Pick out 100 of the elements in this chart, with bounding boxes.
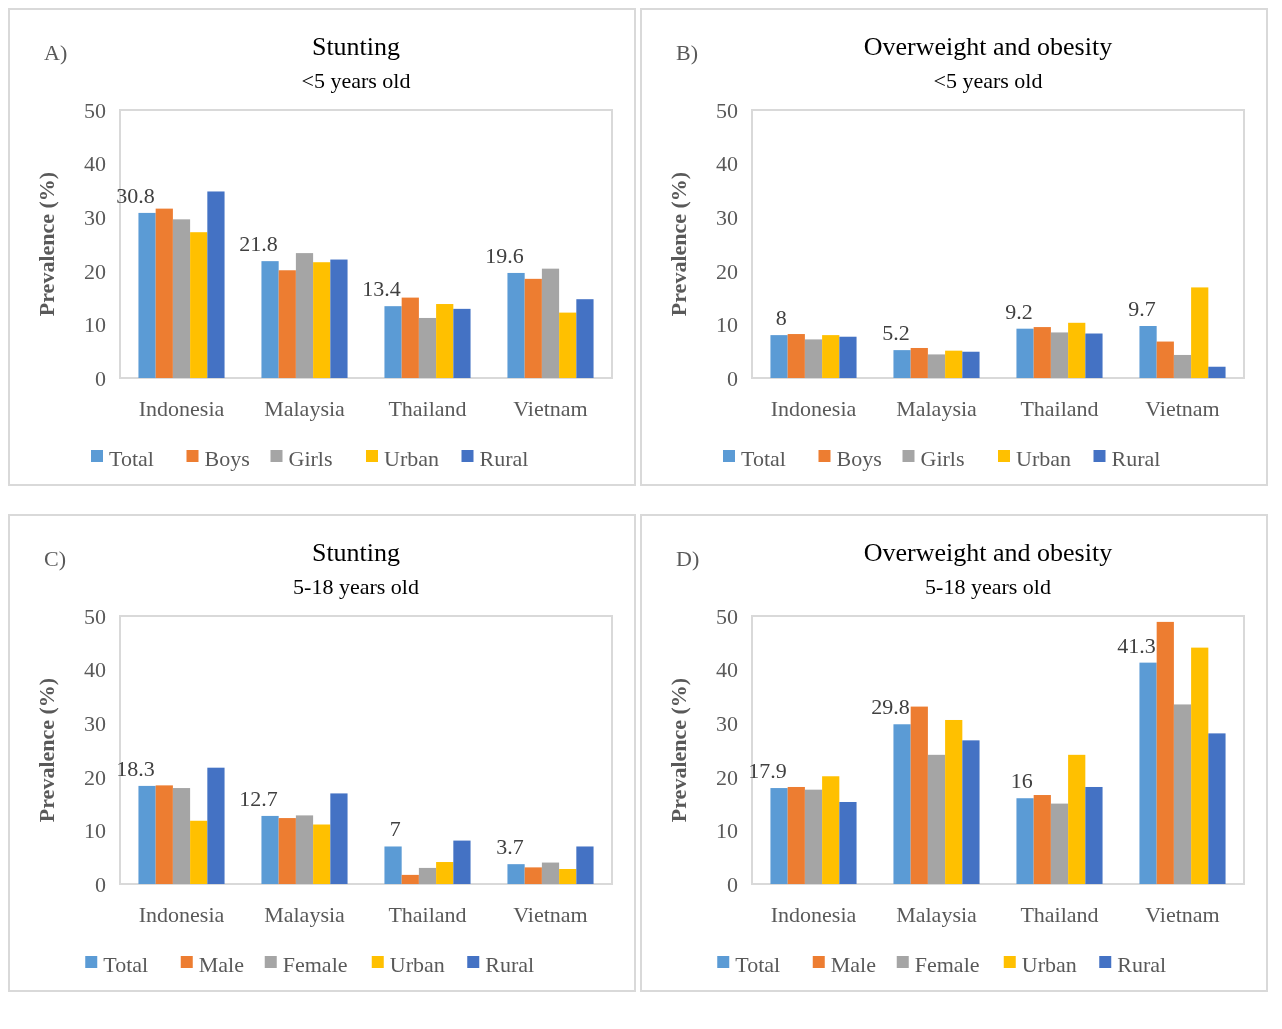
- x-tick-label: Malaysia: [896, 396, 978, 421]
- data-label: 7: [389, 816, 401, 842]
- bar: [138, 212, 156, 378]
- text: B): [676, 40, 698, 65]
- bar: [172, 219, 191, 378]
- y-axis-title: Prevalence (%): [666, 677, 691, 823]
- bar: [207, 767, 225, 884]
- legend-label: Male: [830, 951, 876, 977]
- x-tick-label: Thailand: [388, 902, 467, 927]
- bar: [839, 336, 857, 378]
- bar: [1050, 803, 1069, 884]
- bar: [313, 824, 331, 884]
- legend-label: Rural: [1111, 445, 1161, 471]
- x-tick-label: Thailand: [1020, 396, 1099, 421]
- legend-label: Urban: [1016, 445, 1071, 471]
- chart-title: Stunting: [311, 538, 401, 567]
- y-tick-label: 0: [727, 365, 738, 391]
- data-label: 13.4: [362, 276, 401, 302]
- x-tick-label: Indonesia: [138, 396, 225, 421]
- chart-subtitle: 5-18 years old: [293, 574, 419, 599]
- bar: [541, 862, 560, 884]
- chart-title: Stunting: [311, 32, 401, 61]
- bar: [1016, 798, 1034, 884]
- bar: [787, 786, 805, 884]
- legend-label: Female: [282, 951, 348, 977]
- data-label: 19.6: [485, 242, 524, 268]
- x-tick-label: Malaysia: [896, 902, 978, 927]
- data-label: 30.8: [116, 182, 155, 208]
- x-tick-label: Malaysia: [264, 396, 346, 421]
- bar: [190, 820, 208, 884]
- bar: [453, 308, 471, 378]
- y-tick-label: 20: [716, 258, 738, 284]
- y-tick-label: 40: [716, 151, 738, 177]
- y-tick-label: 20: [84, 258, 106, 284]
- x-tick-label: Vietnam: [1145, 902, 1220, 927]
- bar: [330, 259, 348, 378]
- bar: [155, 785, 173, 884]
- bar: [384, 846, 402, 884]
- y-tick-label: 20: [716, 764, 738, 790]
- legend-label: Urban: [1021, 951, 1077, 977]
- legend-label: Urban: [384, 445, 439, 471]
- bar: [787, 334, 805, 378]
- bar: [839, 801, 857, 884]
- bar: [295, 253, 314, 378]
- bar: [1139, 662, 1157, 884]
- bar: [330, 793, 348, 884]
- y-tick-label: 30: [716, 710, 738, 736]
- data-label: 41.3: [1117, 632, 1156, 658]
- bar: [927, 354, 946, 378]
- bar: [1191, 287, 1209, 378]
- y-tick-label: 0: [727, 871, 738, 897]
- bar: [1139, 326, 1157, 378]
- data-label: 29.8: [871, 694, 910, 720]
- legend-label: Male: [198, 951, 244, 977]
- bar: [278, 270, 296, 378]
- bar: [436, 862, 454, 884]
- legend-label: Total: [103, 951, 149, 977]
- legend-label: Rural: [479, 445, 529, 471]
- bar: [1085, 786, 1103, 884]
- text: C): [44, 546, 66, 571]
- chart-title: Overweight and obesity: [863, 538, 1113, 567]
- bar: [1173, 704, 1192, 884]
- x-tick-label: Indonesia: [138, 902, 225, 927]
- bar: [1016, 328, 1034, 378]
- bar: [207, 191, 225, 378]
- y-tick-label: 30: [84, 204, 106, 230]
- bar: [524, 867, 542, 884]
- bar: [313, 262, 331, 378]
- legend-label: Total: [735, 951, 781, 977]
- bar: [541, 268, 560, 378]
- bar: [910, 347, 928, 378]
- y-axis-title: Prevalence (%): [666, 171, 691, 317]
- y-tick-label: 50: [84, 603, 106, 629]
- data-label: 12.7: [239, 785, 278, 811]
- y-tick-label: 40: [716, 657, 738, 683]
- bar: [155, 208, 173, 378]
- y-tick-label: 30: [716, 204, 738, 230]
- chart-subtitle: 5-18 years old: [925, 574, 1051, 599]
- bar: [945, 719, 963, 884]
- y-tick-label: 50: [84, 97, 106, 123]
- x-tick-label: Vietnam: [513, 396, 588, 421]
- chart-title: Overweight and obesity: [863, 32, 1113, 61]
- legend-label: Female: [914, 951, 980, 977]
- data-label: 16: [1010, 768, 1033, 794]
- bar: [893, 350, 911, 378]
- legend-label: Boys: [204, 445, 250, 471]
- bar: [401, 874, 419, 884]
- legend-label: Girls: [288, 445, 333, 471]
- bar: [261, 261, 279, 378]
- bar: [945, 350, 963, 378]
- bar: [1068, 754, 1086, 884]
- bar: [576, 299, 594, 378]
- bar: [278, 818, 296, 884]
- bar: [1191, 647, 1209, 884]
- text: A): [44, 40, 68, 65]
- bar: [822, 335, 840, 378]
- y-tick-label: 20: [84, 764, 106, 790]
- y-tick-label: 50: [716, 603, 738, 629]
- y-tick-label: 50: [716, 97, 738, 123]
- text: D): [676, 546, 700, 571]
